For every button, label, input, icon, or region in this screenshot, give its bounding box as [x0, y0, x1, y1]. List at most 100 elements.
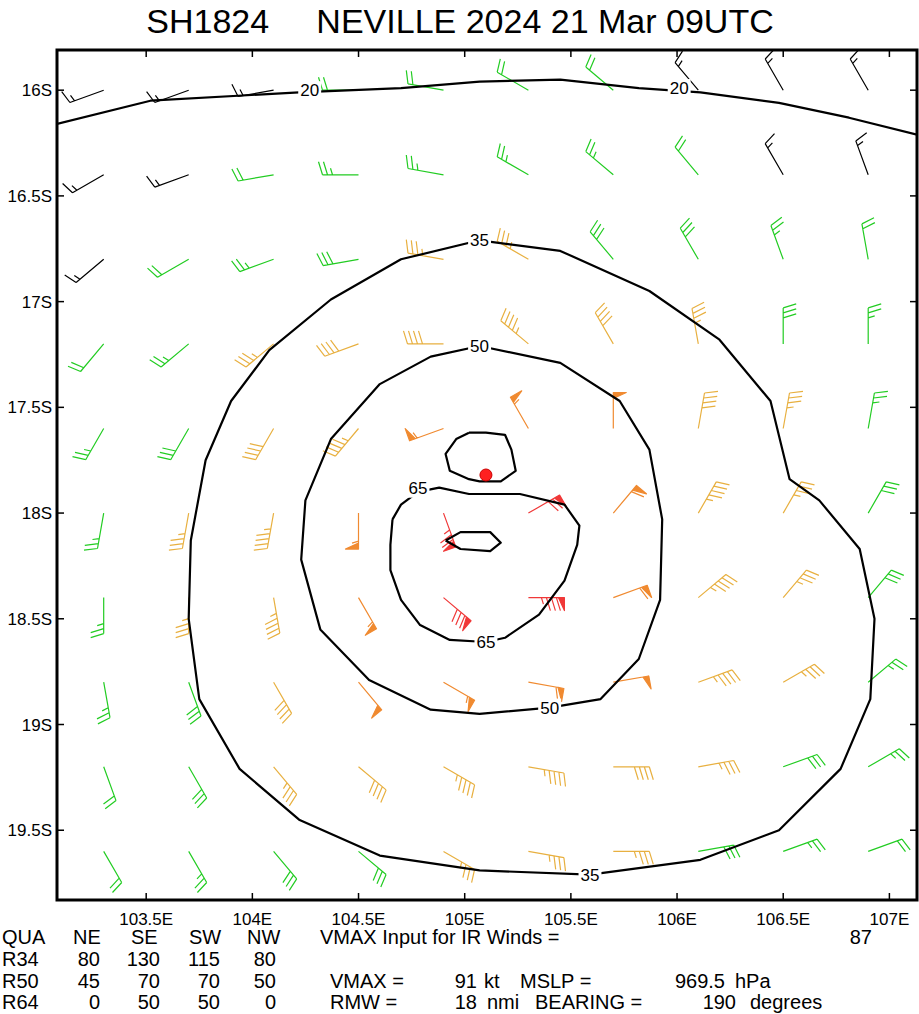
y-tick	[910, 618, 917, 620]
x-tick	[570, 893, 572, 900]
radii-value: 115	[188, 948, 220, 970]
x-tick-label: 106.5E	[756, 910, 810, 929]
wind-barb	[232, 259, 274, 272]
wind-barb	[157, 429, 188, 460]
y-tick-label: 19S	[22, 716, 52, 735]
contour-label-bg	[474, 633, 497, 652]
wind-barb	[147, 175, 189, 187]
wind-barb	[528, 767, 565, 787]
wind-barb	[765, 134, 783, 175]
info-label: VMAX =	[330, 970, 404, 992]
wind-barb	[613, 851, 653, 864]
wind-barb	[444, 682, 475, 711]
wind-barb	[91, 598, 104, 638]
x-tick	[676, 893, 678, 900]
x-tick	[358, 893, 360, 900]
wind-barb	[104, 767, 117, 809]
radii-row-label: R64	[2, 991, 39, 1013]
info-unit: nmi	[487, 991, 519, 1013]
wind-barb	[62, 90, 104, 102]
x-tick	[889, 893, 891, 900]
y-tick-label: 16S	[22, 81, 52, 100]
wind-barb	[242, 429, 273, 460]
wind-radii-table: QUANESESWNWR348013011580R5045707050R6405…	[2, 926, 872, 1013]
info-label: VMAX Input for IR Winds =	[320, 926, 560, 948]
x-tick	[782, 50, 784, 57]
contour-label: 20	[670, 79, 689, 98]
contours	[57, 80, 917, 875]
radii-value: 50	[254, 970, 276, 992]
radii-row-label: R34	[2, 948, 39, 970]
wind-barb	[65, 259, 104, 282]
x-tick	[145, 893, 147, 900]
y-tick	[57, 724, 64, 726]
wind-barb	[235, 344, 274, 367]
background	[0, 0, 919, 1014]
wind-barb	[698, 482, 729, 513]
wind-barb	[104, 851, 122, 892]
contour-label-bg	[538, 699, 561, 718]
x-tick	[464, 50, 466, 57]
wind-barb	[868, 659, 907, 682]
wind-barb	[232, 168, 274, 181]
contour-line	[57, 80, 917, 135]
wind-barb	[319, 162, 359, 175]
axes: 103.5E104E104.5E105E105.5E106E106.5E107E…	[8, 50, 917, 929]
wind-barb	[868, 839, 910, 852]
wind-barb	[868, 570, 904, 598]
contour-label-bg	[668, 79, 691, 98]
wind-barb	[698, 670, 740, 686]
wind-barb	[698, 575, 737, 598]
contour-label: 50	[470, 337, 489, 356]
wind-barb	[862, 218, 875, 260]
wind-barb	[868, 482, 899, 513]
contour-label: 65	[476, 633, 495, 652]
wind-barb	[265, 598, 280, 640]
wind-barb	[783, 391, 803, 428]
y-tick	[910, 195, 917, 197]
wind-barb	[698, 391, 718, 428]
info-value: 91	[455, 970, 477, 992]
wind-barb	[501, 308, 529, 344]
x-tick	[889, 50, 891, 57]
x-tick	[252, 893, 254, 900]
y-tick	[57, 195, 64, 197]
wind-barb	[176, 598, 189, 638]
wind-barb	[150, 344, 189, 367]
wind-barb	[783, 755, 825, 769]
wind-barb	[783, 570, 819, 598]
contour-label: 35	[470, 231, 489, 250]
wind-barb	[675, 136, 698, 175]
radii-value: 130	[127, 948, 160, 970]
info-unit: degrees	[750, 991, 822, 1013]
wind-barb	[783, 839, 825, 852]
y-tick	[57, 89, 64, 91]
y-tick	[910, 724, 917, 726]
x-tick	[570, 50, 572, 57]
radii-value: 0	[265, 991, 276, 1013]
wind-barb	[359, 682, 382, 718]
contour-label: 65	[409, 479, 428, 498]
plot-area	[57, 50, 917, 893]
info-label: BEARING =	[535, 991, 642, 1013]
wind-barb	[771, 217, 784, 259]
wind-barb	[68, 344, 104, 372]
wind-barb	[850, 50, 868, 90]
wind-barb	[613, 585, 651, 599]
info-unit: kt	[484, 970, 500, 992]
x-tick	[782, 893, 784, 900]
contour-line	[446, 532, 501, 551]
radii-value: 45	[78, 970, 100, 992]
contour-line	[301, 346, 662, 714]
wind-barb	[868, 749, 909, 767]
x-tick	[358, 50, 360, 57]
wind-barb	[189, 851, 207, 892]
contour-label-bg	[579, 866, 602, 885]
contour-line	[189, 240, 875, 874]
contour-line	[390, 488, 579, 642]
info-value: 18	[455, 991, 477, 1013]
wind-barb	[590, 220, 613, 259]
y-tick-label: 16.5S	[8, 187, 52, 206]
wind-barb	[497, 59, 528, 90]
radii-value: 50	[138, 991, 160, 1013]
